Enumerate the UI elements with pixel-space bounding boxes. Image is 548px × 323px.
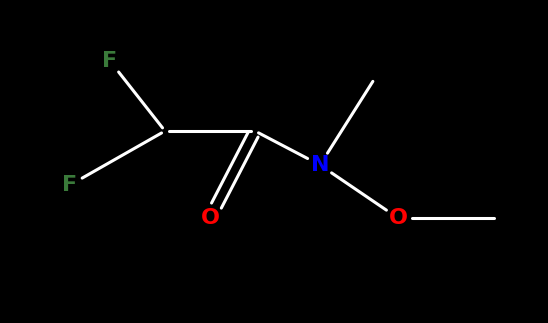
Text: N: N	[311, 155, 329, 175]
Text: O: O	[201, 208, 220, 228]
Text: F: F	[102, 51, 118, 71]
Text: O: O	[389, 208, 408, 228]
Text: F: F	[62, 175, 78, 195]
